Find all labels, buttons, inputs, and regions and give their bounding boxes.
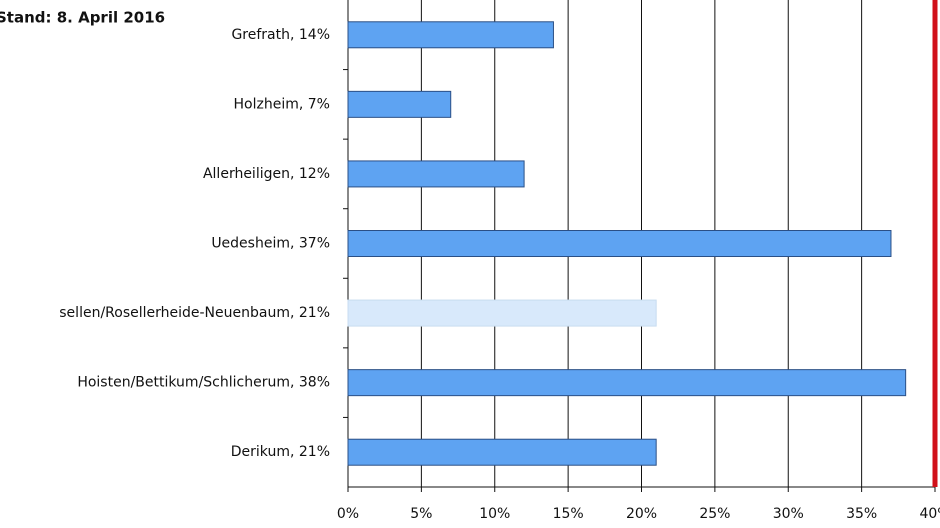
- x-tick-label: 25%: [699, 506, 730, 522]
- x-tick-label: 35%: [846, 506, 877, 522]
- x-tick-label: 30%: [773, 506, 804, 522]
- x-tick-label: 20%: [626, 506, 657, 522]
- bar: [347, 369, 907, 397]
- x-tick-label: 10%: [479, 506, 510, 522]
- y-tick-label: Uedesheim, 37%: [211, 236, 330, 252]
- y-tick-label: sellen/Rosellerheide-Neuenbaum, 21%: [59, 305, 330, 321]
- x-tick-label: 0%: [337, 506, 359, 522]
- x-tick-label: 40%: [919, 506, 940, 522]
- y-tick-label: Holzheim, 7%: [234, 96, 330, 112]
- y-tick-label: Derikum, 21%: [231, 444, 330, 460]
- chart-title: Stand: 8. April 2016: [0, 9, 165, 27]
- y-tick-label: Allerheiligen, 12%: [203, 166, 330, 182]
- bar: [347, 438, 657, 466]
- y-tick-label: Grefrath, 14%: [231, 27, 330, 43]
- bar: [347, 299, 657, 327]
- bar: [347, 160, 525, 188]
- bar: [347, 90, 452, 118]
- x-tick-label: 15%: [553, 506, 584, 522]
- x-tick-label: 5%: [410, 506, 432, 522]
- bar: [347, 21, 554, 49]
- bar: [347, 230, 892, 257]
- y-tick-label: Hoisten/Bettikum/Schlicherum, 38%: [77, 375, 330, 391]
